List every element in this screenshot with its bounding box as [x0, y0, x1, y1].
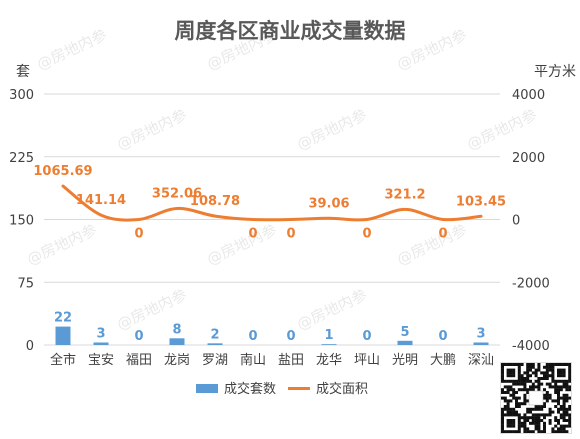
x-tick-label: 大鹏 [430, 353, 456, 368]
left-axis-ticks: 0 75 150 225 300 [9, 88, 34, 354]
bar [55, 326, 71, 345]
legend-bar-label: 成交套数 [224, 381, 276, 397]
watermark-text: @房地内参 [394, 221, 470, 269]
line-label: 1065.69 [33, 164, 92, 179]
bar [473, 342, 489, 345]
bar-label: 0 [248, 329, 257, 344]
x-tick-label: 光明 [392, 353, 418, 368]
right-tick-label: 0 [512, 214, 520, 229]
bar-label: 1 [324, 328, 333, 343]
legend: 成交套数 成交面积 [196, 381, 368, 397]
x-tick-label: 福田 [126, 353, 152, 368]
bar-label: 22 [54, 311, 72, 326]
line-label: 0 [248, 227, 257, 242]
legend-bar-swatch [196, 384, 218, 393]
bar-label: 5 [400, 325, 409, 340]
x-tick-label: 罗湖 [202, 353, 228, 368]
x-tick-label: 龙岗 [164, 353, 190, 368]
line-label: 352.06 [152, 186, 202, 201]
x-tick-label: 宝安 [88, 353, 114, 368]
watermark-text: @房地内参 [464, 106, 540, 154]
area-line [61, 184, 483, 222]
right-axis-unit: 平方米 [534, 64, 576, 80]
bar-label: 8 [172, 322, 181, 337]
left-tick-label: 300 [9, 88, 34, 103]
right-axis-ticks: -4000 -2000 0 2000 4000 [512, 88, 550, 354]
bar [93, 342, 109, 345]
left-tick-label: 75 [17, 276, 34, 291]
bar [169, 338, 185, 345]
line-label: 321.2 [384, 187, 425, 202]
line-series [61, 184, 483, 222]
qr-code [500, 362, 572, 434]
watermark-text: @房地内参 [294, 286, 370, 334]
watermark-text: @房地内参 [114, 106, 190, 154]
left-tick-label: 0 [26, 339, 34, 354]
bar [397, 340, 413, 345]
bar-label: 0 [286, 329, 295, 344]
x-tick-label: 全市 [50, 352, 76, 368]
bar-label: 0 [362, 329, 371, 344]
line-label: 103.45 [456, 194, 506, 209]
watermark-text: @房地内参 [24, 221, 100, 269]
line-label: 141.14 [76, 193, 126, 208]
line-label: 108.78 [190, 194, 240, 209]
left-tick-label: 225 [9, 151, 34, 166]
x-tick-label: 坪山 [354, 353, 380, 368]
line-label: 0 [286, 227, 295, 242]
right-tick-label: 4000 [512, 88, 545, 103]
right-tick-label: -2000 [512, 276, 550, 291]
bar-label: 0 [134, 329, 143, 344]
watermark-text: @房地内参 [294, 106, 370, 154]
watermark-layer: @房地内参 @房地内参 @房地内参@房地内参 @房地内参 @房地内参@房地内参 @房地内参… [24, 26, 540, 334]
bar-label: 0 [438, 329, 447, 344]
line-label: 0 [438, 227, 447, 242]
bar-label: 3 [96, 326, 105, 341]
left-axis-unit: 套 [16, 64, 30, 80]
qr-logo [528, 390, 544, 406]
x-tick-label: 盐田 [278, 353, 304, 368]
watermark-text: @房地内参 [204, 221, 280, 269]
right-tick-label: -4000 [512, 339, 550, 354]
left-tick-label: 150 [9, 214, 34, 229]
bar-labels: 223 0 8 2 0 0 1 0 5 0 3 [54, 311, 486, 344]
x-tick-label: 深汕 [468, 353, 494, 368]
x-axis-ticks: 全市 宝安 福田 龙岗 罗湖 南山 盐田 龙华 坪山 光明 大鹏 深汕 [50, 352, 494, 368]
line-label: 0 [134, 227, 143, 242]
x-tick-label: 南山 [240, 352, 266, 368]
right-tick-label: 2000 [512, 151, 545, 166]
legend-line-label: 成交面积 [316, 381, 368, 397]
bar-label: 2 [210, 327, 219, 342]
chart-title: 周度各区商业成交量数据 [175, 19, 406, 43]
bar [207, 343, 223, 345]
bar [321, 344, 337, 345]
bar-series [55, 326, 489, 345]
watermark-text: @房地内参 [34, 26, 110, 74]
x-tick-label: 龙华 [316, 353, 342, 368]
line-label: 0 [362, 227, 371, 242]
bar-label: 3 [476, 326, 485, 341]
line-label: 39.06 [308, 196, 349, 211]
